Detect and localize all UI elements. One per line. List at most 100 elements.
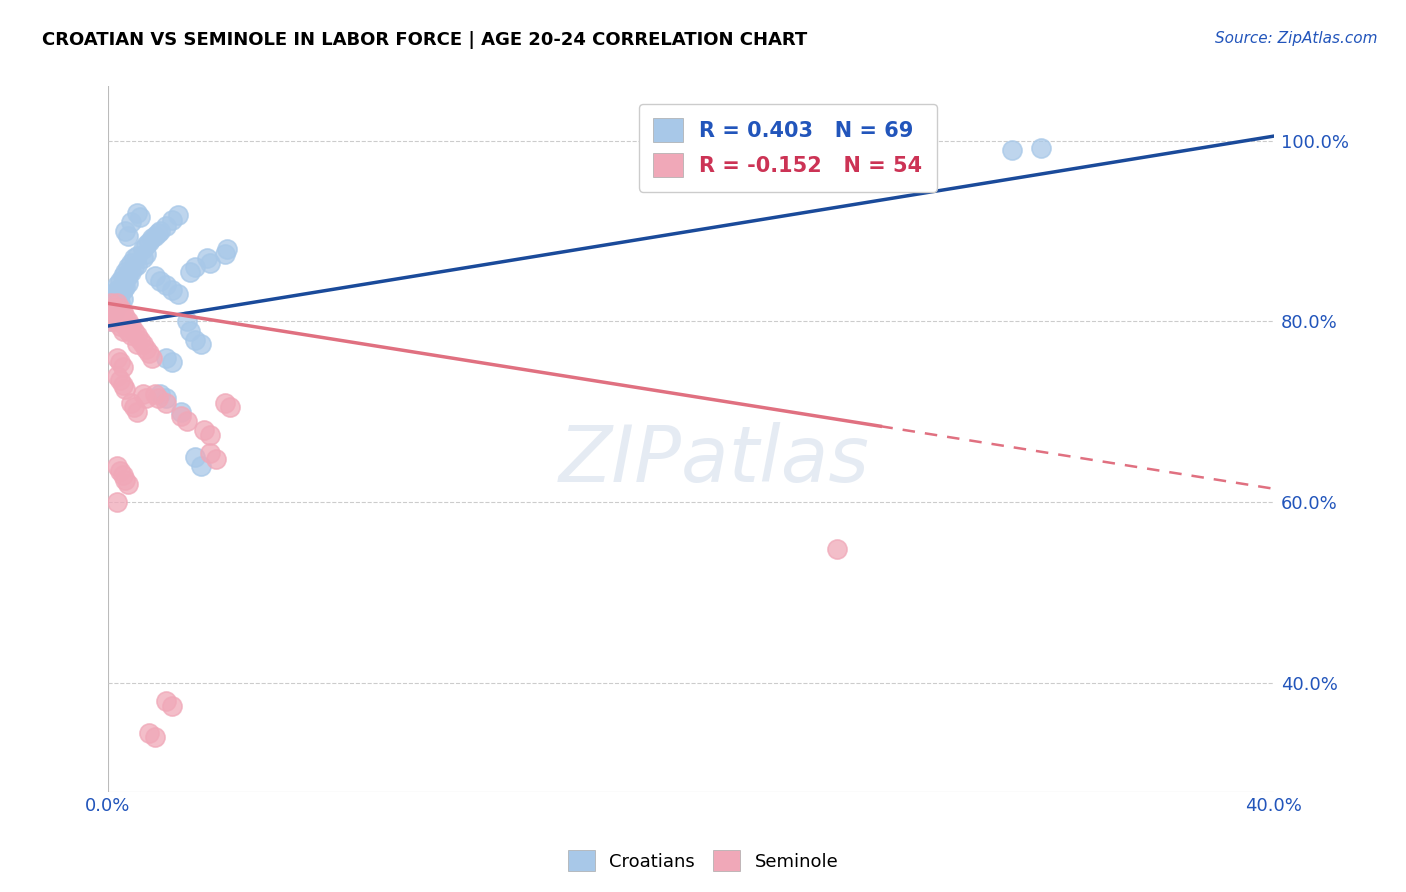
Point bbox=[132, 386, 155, 401]
Point bbox=[160, 698, 183, 713]
Point bbox=[198, 256, 221, 270]
Point bbox=[143, 269, 166, 284]
Point bbox=[117, 324, 139, 338]
Point bbox=[114, 280, 136, 294]
Point bbox=[108, 274, 131, 288]
Point bbox=[129, 333, 152, 347]
Point bbox=[132, 337, 155, 351]
Point bbox=[155, 219, 177, 233]
Point bbox=[160, 355, 183, 369]
Point bbox=[117, 477, 139, 491]
Point bbox=[167, 287, 190, 301]
Point bbox=[176, 414, 198, 428]
Point bbox=[190, 337, 212, 351]
Point bbox=[120, 318, 142, 333]
Point bbox=[114, 318, 136, 333]
Point bbox=[155, 694, 177, 708]
Point bbox=[105, 314, 128, 328]
Point bbox=[149, 224, 172, 238]
Point bbox=[195, 251, 218, 265]
Text: CROATIAN VS SEMINOLE IN LABOR FORCE | AGE 20-24 CORRELATION CHART: CROATIAN VS SEMINOLE IN LABOR FORCE | AG… bbox=[42, 31, 807, 49]
Point bbox=[111, 278, 134, 293]
Point bbox=[120, 256, 142, 270]
Point bbox=[100, 314, 122, 328]
Point bbox=[190, 459, 212, 474]
Point bbox=[179, 324, 201, 338]
Point bbox=[108, 283, 131, 297]
Point bbox=[138, 235, 160, 249]
Point bbox=[114, 473, 136, 487]
Point bbox=[135, 392, 157, 406]
Point bbox=[1029, 141, 1052, 155]
Point bbox=[198, 427, 221, 442]
Point bbox=[155, 396, 177, 410]
Point bbox=[100, 310, 122, 324]
Point bbox=[127, 206, 149, 220]
Point bbox=[214, 396, 236, 410]
Point bbox=[179, 265, 201, 279]
Point bbox=[111, 292, 134, 306]
Point bbox=[143, 731, 166, 745]
Point bbox=[105, 296, 128, 310]
Point bbox=[100, 314, 122, 328]
Point bbox=[160, 283, 183, 297]
Point bbox=[105, 278, 128, 293]
Point bbox=[108, 318, 131, 333]
Point bbox=[205, 451, 228, 466]
Point bbox=[155, 351, 177, 365]
Point bbox=[100, 292, 122, 306]
Point bbox=[120, 328, 142, 343]
Point bbox=[155, 278, 177, 293]
Point bbox=[114, 274, 136, 288]
Point bbox=[214, 246, 236, 260]
Point bbox=[111, 305, 134, 319]
Point bbox=[117, 228, 139, 243]
Point bbox=[105, 305, 128, 319]
Point bbox=[184, 333, 207, 347]
Point bbox=[108, 464, 131, 478]
Point bbox=[105, 283, 128, 297]
Point bbox=[129, 211, 152, 225]
Point bbox=[103, 296, 125, 310]
Point bbox=[135, 246, 157, 260]
Point bbox=[108, 310, 131, 324]
Point bbox=[141, 351, 163, 365]
Point bbox=[103, 310, 125, 324]
Point bbox=[122, 401, 145, 415]
Point bbox=[1000, 143, 1022, 157]
Point bbox=[127, 249, 149, 263]
Point bbox=[155, 392, 177, 406]
Point bbox=[160, 213, 183, 227]
Point bbox=[120, 396, 142, 410]
Point bbox=[138, 346, 160, 360]
Point bbox=[111, 324, 134, 338]
Point bbox=[117, 269, 139, 284]
Point bbox=[198, 445, 221, 459]
Point bbox=[108, 301, 131, 315]
Point bbox=[120, 215, 142, 229]
Point bbox=[135, 237, 157, 252]
Point bbox=[117, 260, 139, 275]
Point bbox=[167, 208, 190, 222]
Point bbox=[117, 314, 139, 328]
Point bbox=[111, 468, 134, 483]
Point bbox=[217, 242, 239, 256]
Point bbox=[149, 386, 172, 401]
Point bbox=[122, 324, 145, 338]
Point bbox=[122, 251, 145, 265]
Point bbox=[105, 296, 128, 310]
Point bbox=[143, 386, 166, 401]
Text: Source: ZipAtlas.com: Source: ZipAtlas.com bbox=[1215, 31, 1378, 46]
Point bbox=[105, 368, 128, 383]
Point bbox=[103, 301, 125, 315]
Text: ZIPatlas: ZIPatlas bbox=[558, 422, 870, 499]
Point bbox=[111, 283, 134, 297]
Point bbox=[100, 305, 122, 319]
Point bbox=[114, 224, 136, 238]
Point bbox=[132, 251, 155, 265]
Point bbox=[105, 351, 128, 365]
Legend: Croatians, Seminole: Croatians, Seminole bbox=[561, 843, 845, 879]
Point bbox=[184, 450, 207, 464]
Point bbox=[111, 377, 134, 392]
Point bbox=[127, 328, 149, 343]
